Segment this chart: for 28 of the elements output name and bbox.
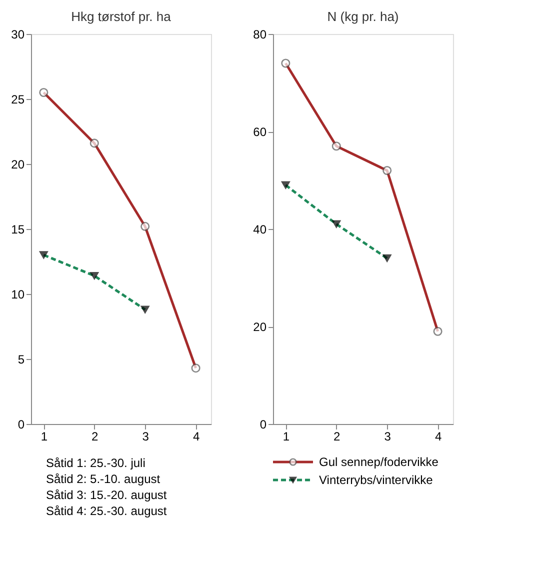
y-tick-label: 20: [11, 158, 25, 172]
y-tick-label: 60: [253, 125, 267, 139]
x-tick-label: 2: [92, 430, 99, 444]
y-tick-label: 25: [11, 92, 25, 106]
chart-title: Hkg tørstof pr. ha: [71, 9, 172, 24]
y-tick-label: 5: [18, 352, 25, 366]
text: Såtid 3: 15.-20. august: [46, 488, 168, 502]
legend-label: Gul sennep/fodervikke: [319, 455, 439, 469]
x-tick-label: 1: [282, 430, 290, 444]
text: Såtid 2: 5.-10. august: [46, 472, 161, 486]
y-tick-label: 80: [253, 28, 267, 42]
text: Såtid 1: 25.-30. juli: [46, 456, 146, 470]
x-tick-label: 3: [142, 430, 150, 444]
y-tick-label: 40: [253, 222, 267, 236]
y-tick-label: 0: [18, 418, 25, 432]
text: Såtid 4: 25.-30. august: [46, 504, 168, 518]
y-tick-label: 20: [253, 320, 267, 334]
x-tick-label: 4: [192, 430, 200, 444]
legend-label: Vinterrybs/vintervikke: [319, 473, 434, 487]
chart-title: N (kg pr. ha): [327, 9, 399, 24]
x-tick-label: 4: [434, 430, 442, 444]
x-tick-label: 3: [384, 430, 392, 444]
y-tick-label: 10: [11, 288, 25, 302]
y-tick-label: 30: [11, 28, 25, 42]
x-tick-label: 1: [40, 430, 48, 444]
y-tick-label: 15: [11, 222, 25, 236]
x-tick-label: 2: [334, 430, 341, 444]
y-tick-label: 0: [260, 418, 267, 432]
